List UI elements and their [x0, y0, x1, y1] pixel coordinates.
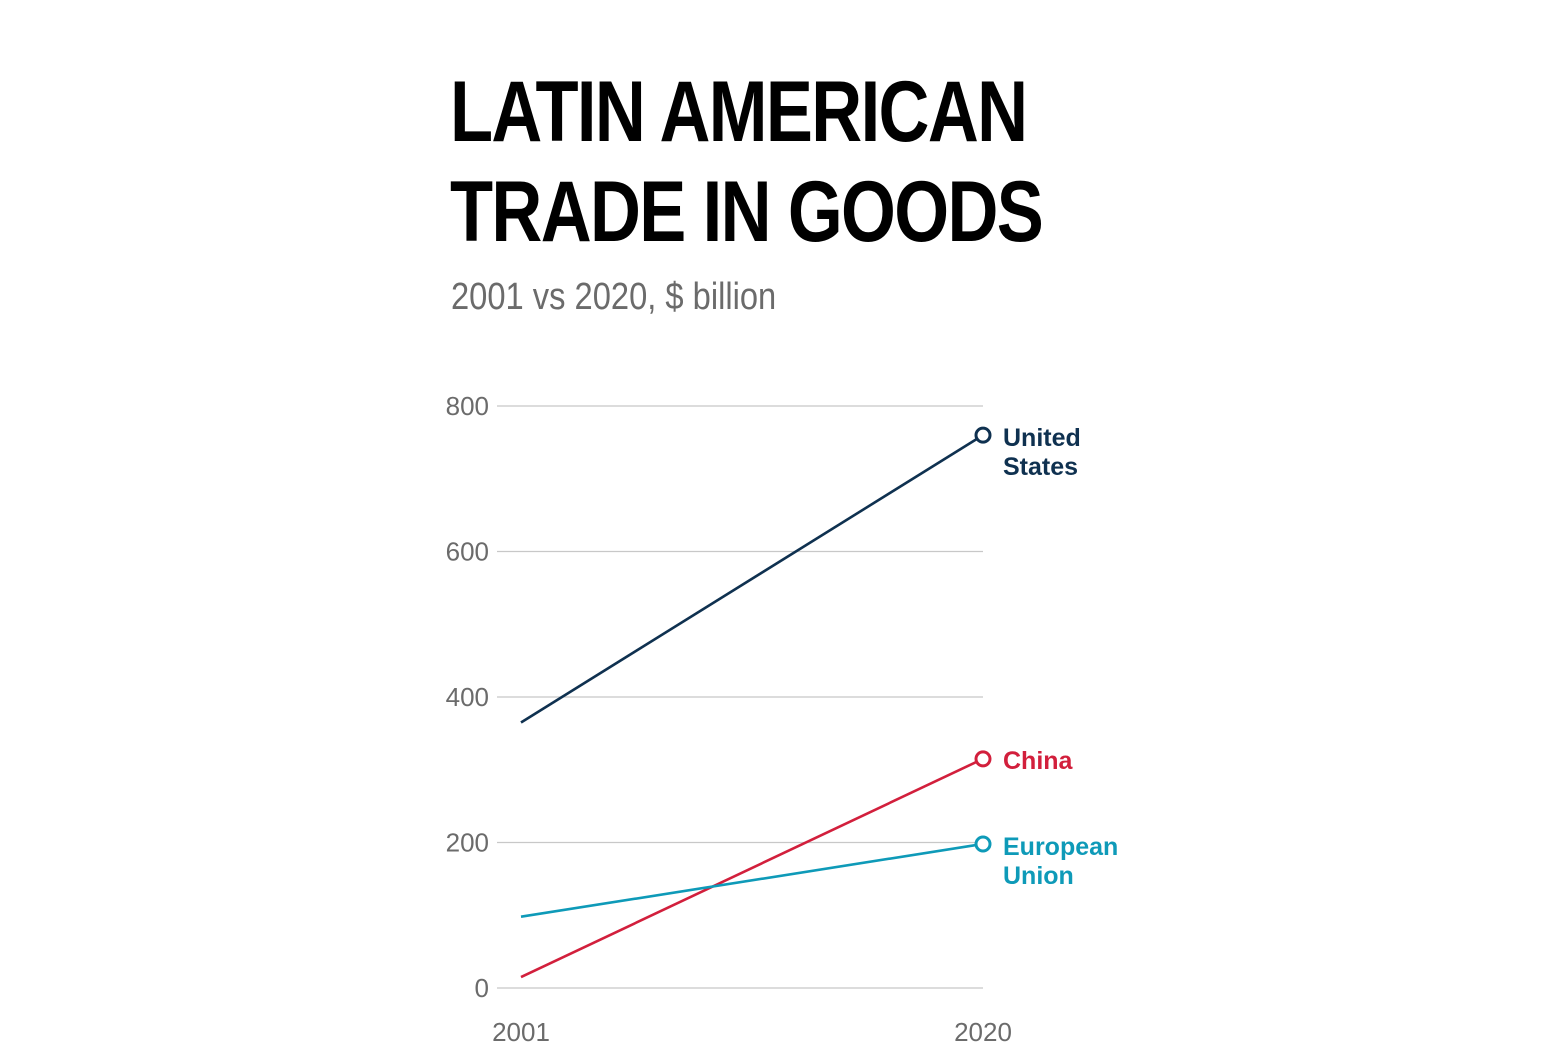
series-label-united-states: United States: [1003, 424, 1081, 481]
series-label-line: European: [1003, 833, 1118, 861]
title-line-2: TRADE IN GOODS: [450, 164, 1044, 260]
chart-subtitle: 2001 vs 2020, $ billion: [451, 276, 777, 318]
series-label-line: States: [1003, 453, 1078, 481]
chart-title: LATIN AMERICAN TRADE IN GOODS: [450, 62, 1044, 262]
y-tick-label-600: 600: [446, 537, 489, 567]
series-end-marker-united-states: [974, 426, 992, 444]
series-end-marker-china: [974, 750, 992, 768]
series-label-line: United: [1003, 424, 1081, 452]
x-tick-label-2020: 2020: [954, 1017, 1012, 1047]
series-label-european-union: European Union: [1003, 833, 1118, 890]
y-tick-label-200: 200: [446, 828, 489, 858]
y-tick-label-800: 800: [446, 391, 489, 421]
series-line-european-union: [520, 842, 984, 918]
series-end-marker-european-union: [974, 835, 992, 853]
series-label-line: China: [1003, 747, 1074, 775]
series-label-china: China: [1003, 747, 1074, 775]
series-line-united-states: [520, 433, 984, 724]
x-tick-label-2001: 2001: [492, 1017, 550, 1047]
title-line-1: LATIN AMERICAN: [450, 64, 1028, 160]
y-tick-label-0: 0: [475, 973, 489, 1003]
series-line-china: [520, 757, 984, 979]
y-tick-label-400: 400: [446, 682, 489, 712]
series-label-line: Union: [1003, 862, 1074, 890]
